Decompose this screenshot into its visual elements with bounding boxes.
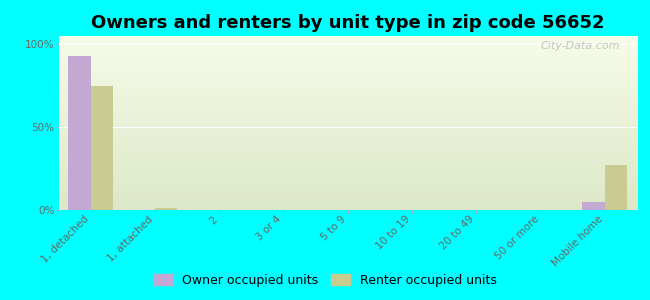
Legend: Owner occupied units, Renter occupied units: Owner occupied units, Renter occupied un… — [150, 270, 500, 291]
Title: Owners and renters by unit type in zip code 56652: Owners and renters by unit type in zip c… — [91, 14, 604, 32]
Text: City-Data.com: City-Data.com — [540, 41, 619, 51]
Bar — [155, 208, 177, 210]
Bar — [605, 165, 627, 210]
Bar — [68, 56, 90, 210]
Bar — [90, 86, 113, 210]
Bar — [582, 202, 605, 210]
